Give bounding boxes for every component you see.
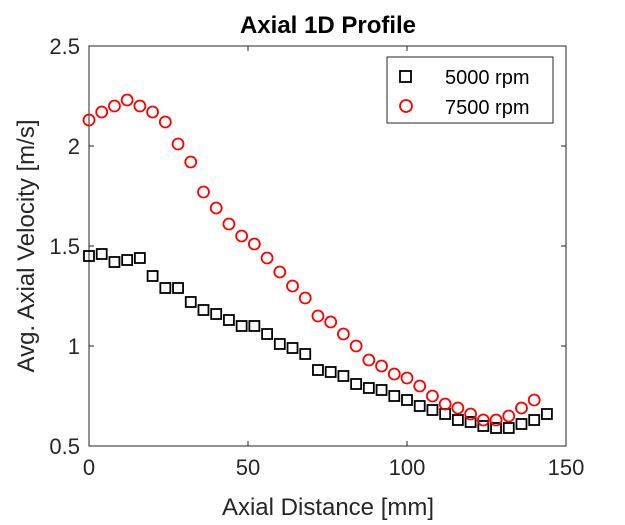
data-point-square [451,414,464,426]
y-tick-label: 1.5 [49,234,80,259]
data-point-circle [515,401,528,415]
data-point-circle [171,137,185,151]
data-point-square [235,320,248,332]
data-point-square [324,366,337,378]
chart-title: Axial 1D Profile [240,12,416,39]
data-point-square [515,418,528,430]
data-point-circle [438,397,452,411]
data-point-square [401,394,413,406]
data-point-circle [298,291,312,305]
legend: 5000 rpm 7500 rpm [386,56,554,124]
data-point-circle [133,99,147,113]
y-tick-label: 0.5 [49,434,80,459]
data-point-circle [260,251,274,265]
x-axis-label: Axial Distance [mm] [222,494,434,521]
x-tick-label: 0 [83,455,95,480]
data-point-square [133,252,146,264]
data-point-square [223,314,235,326]
data-point-circle [426,389,439,403]
data-point-circle [451,401,465,415]
data-point-circle [311,309,325,323]
data-point-circle [108,99,121,113]
legend-label-5000-rpm: 5000 rpm [445,67,530,89]
legend-label-7500-rpm: 7500 rpm [445,97,530,119]
series-layer [82,93,553,434]
data-point-circle [146,105,160,119]
data-point-square [502,422,515,434]
data-point-square [337,370,350,382]
x-tick-label: 50 [236,455,260,480]
data-point-square [95,248,108,260]
y-axis: 0.5 1 1.5 2 2.5 [49,34,566,459]
data-point-square [350,378,363,390]
data-point-circle [197,185,210,199]
data-point-square [210,308,223,320]
data-point-square [528,414,541,426]
data-point-circle [324,315,338,329]
data-point-square [146,270,159,282]
data-point-circle [502,409,516,423]
data-point-square [464,416,477,428]
data-point-circle [362,353,376,367]
data-point-circle [247,237,261,251]
data-point-square [197,304,210,316]
data-point-square [172,282,184,294]
data-point-circle [464,407,478,421]
data-point-circle [235,229,249,243]
data-point-circle [95,105,109,119]
legend-box [386,56,554,124]
data-point-square [248,320,261,332]
data-point-circle [273,265,287,279]
data-point-circle [222,217,236,231]
data-point-square [108,256,121,268]
data-point-circle [349,339,363,353]
data-point-square [273,338,286,350]
data-point-circle [120,93,134,107]
data-point-circle [413,379,427,393]
data-point-circle [158,115,172,129]
data-point-square [121,254,134,266]
legend-marker-7500-rpm [399,99,413,113]
data-point-circle [209,201,223,215]
data-point-square [426,404,439,416]
legend-marker-5000-rpm [399,70,412,83]
data-point-square [299,348,312,360]
data-point-circle [82,113,96,127]
x-tick-label: 100 [389,455,426,480]
y-tick-label: 2 [68,134,80,159]
data-point-square [477,420,490,432]
data-point-circle [527,393,541,407]
y-axis-label: Avg. Axial Velocity [m/s] [13,120,40,373]
series-7500-rpm [82,93,541,427]
data-point-circle [400,371,414,385]
data-point-square [413,400,426,412]
data-point-square [362,382,375,394]
y-tick-label: 1 [68,334,80,359]
data-point-square [388,390,401,402]
x-axis: 0 50 100 150 [83,46,584,480]
data-point-circle [476,413,490,427]
data-point-circle [336,327,350,341]
data-point-square [261,328,273,340]
data-point-square [541,408,553,420]
data-point-circle [387,367,401,381]
data-point-square [286,342,299,354]
data-point-square [312,364,324,376]
y-tick-label: 2.5 [49,34,80,59]
data-point-square [375,384,388,396]
data-point-square [159,282,172,294]
data-point-square [490,422,502,434]
data-point-square [83,250,95,262]
data-point-circle [489,413,503,427]
data-point-circle [184,155,198,169]
x-tick-label: 150 [548,455,585,480]
data-point-circle [286,279,299,293]
data-point-square [184,296,197,308]
data-point-circle [375,359,388,373]
